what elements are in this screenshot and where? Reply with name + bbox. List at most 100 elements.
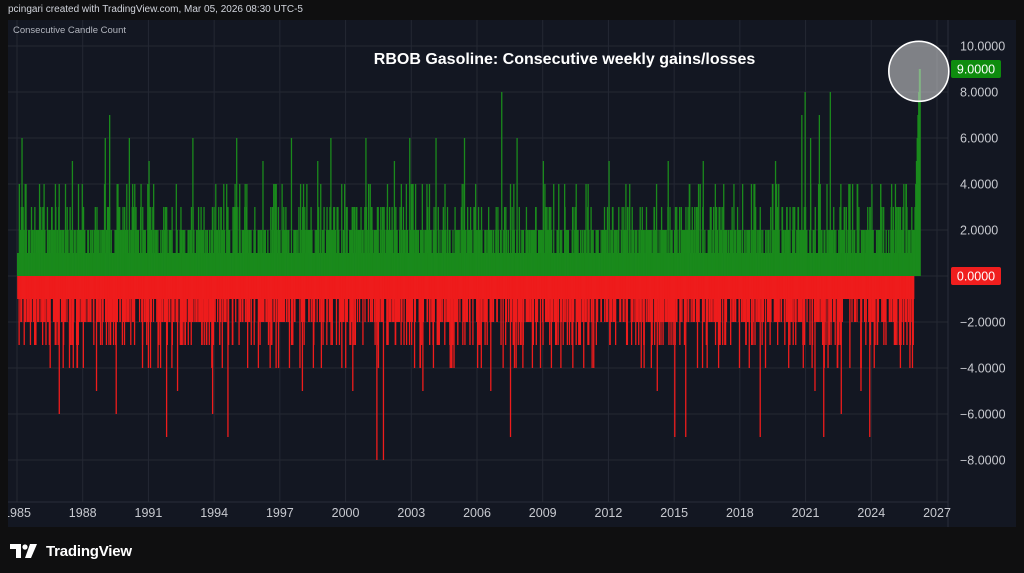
bar-loss	[400, 276, 402, 345]
bar-gain-streak	[917, 115, 919, 276]
bar-loss-spike	[748, 276, 750, 368]
bar-loss	[29, 276, 32, 345]
bar-gain	[772, 184, 774, 276]
bar-loss	[109, 276, 112, 345]
bar-gain	[776, 207, 779, 276]
bar-loss	[180, 276, 183, 345]
bar-gain	[505, 207, 507, 276]
bar-gain	[721, 207, 723, 276]
bar-loss-spike	[911, 276, 914, 368]
bar-loss	[219, 276, 221, 345]
bar-gain	[473, 207, 476, 276]
bar-loss	[257, 276, 260, 368]
bar-loss	[650, 276, 652, 368]
bar-gain-spike	[702, 161, 704, 276]
bar-loss	[457, 276, 459, 345]
bar-gain	[246, 184, 248, 276]
bar-loss	[187, 276, 189, 345]
bar-gain	[572, 207, 574, 276]
bar-loss-spike	[509, 276, 512, 437]
bar-loss	[99, 276, 102, 345]
bar-gain	[710, 207, 712, 276]
bar-gain	[299, 184, 302, 276]
bar-loss	[539, 276, 542, 368]
bar-gain-streak	[918, 92, 920, 276]
bar-loss-spike	[674, 276, 676, 437]
bar-gain-spike	[516, 138, 518, 276]
bar-gain-spike	[393, 161, 396, 276]
bar-gain	[881, 207, 883, 276]
bar-gain	[395, 207, 397, 276]
bar-gain	[814, 207, 816, 276]
bar-loss	[403, 276, 405, 345]
bar-loss	[462, 276, 464, 345]
bar-gain	[558, 184, 560, 276]
y-tick-label: −2.0000	[960, 316, 1006, 330]
bar-gain	[190, 207, 193, 276]
bar-loss	[705, 276, 707, 345]
bar-gain	[353, 207, 355, 276]
bar-loss-spike	[450, 276, 453, 368]
bar-loss	[595, 276, 597, 345]
bar-gain-spike	[236, 138, 238, 276]
bar-loss-spike	[560, 276, 562, 368]
bar-loss	[562, 276, 564, 345]
bar-gain-streak	[918, 69, 921, 276]
bar-gain	[857, 184, 859, 276]
bar-loss	[374, 276, 376, 345]
bar-gain-spike	[317, 161, 319, 276]
bar-gain	[218, 207, 220, 276]
chart-svg[interactable]: 10.0000 8.0000 6.0000 4.0000 2.0000 −2.0000 −4…	[8, 20, 1016, 527]
bar-gain	[215, 184, 217, 276]
bar-loss	[635, 276, 637, 345]
bar-gain-streak	[919, 69, 921, 276]
bar-gain	[687, 207, 689, 276]
bar-gain	[383, 207, 385, 276]
bar-loss-spike	[759, 276, 761, 437]
bar-gain	[175, 184, 177, 276]
bar-gain	[46, 207, 49, 276]
chart-panel[interactable]: 10.0000 8.0000 6.0000 4.0000 2.0000 −2.0000 −4…	[8, 20, 1016, 527]
bar-gain	[386, 184, 389, 276]
bar-gain	[442, 207, 444, 276]
bar-loss	[449, 276, 451, 368]
bar-gain	[770, 207, 772, 276]
bar-loss	[579, 276, 582, 345]
bar-loss	[484, 276, 486, 345]
tradingview-logo[interactable]: TradingView	[10, 543, 132, 560]
bar-loss	[171, 276, 173, 345]
bar-loss	[874, 276, 876, 345]
bar-loss	[387, 276, 389, 345]
bar-gain	[18, 184, 20, 276]
bar-gain	[587, 184, 589, 276]
bar-gain	[851, 184, 854, 276]
bar-gain	[298, 207, 300, 276]
bar-loss	[147, 276, 150, 368]
bar-loss	[410, 276, 413, 345]
bar-loss	[566, 276, 569, 345]
bar-loss	[292, 276, 294, 345]
bar-loss	[48, 276, 50, 345]
bar-gain-spike	[667, 161, 669, 276]
x-tick-label: 1988	[69, 506, 97, 520]
x-tick-label: 1994	[200, 506, 228, 520]
bar-gain	[653, 207, 656, 276]
bar-loss-spike	[899, 276, 902, 368]
bar-gain	[902, 207, 904, 276]
bar-loss	[502, 276, 504, 368]
bar-loss	[827, 276, 829, 368]
bar-gain	[488, 207, 490, 276]
bar-gain	[376, 207, 379, 276]
bar-gain	[869, 207, 871, 276]
bar-loss	[480, 276, 482, 368]
bar-gain-spike	[128, 138, 131, 276]
bar-loss	[18, 276, 20, 345]
indicator-name[interactable]: Consecutive Candle Count	[13, 25, 127, 36]
bar-series	[17, 69, 921, 460]
bar-gain-spike	[849, 184, 851, 276]
bar-gain	[713, 207, 715, 276]
bar-gain	[302, 207, 304, 276]
bar-gain	[381, 207, 384, 276]
bar-gain	[140, 184, 142, 276]
bar-loss	[542, 276, 544, 345]
